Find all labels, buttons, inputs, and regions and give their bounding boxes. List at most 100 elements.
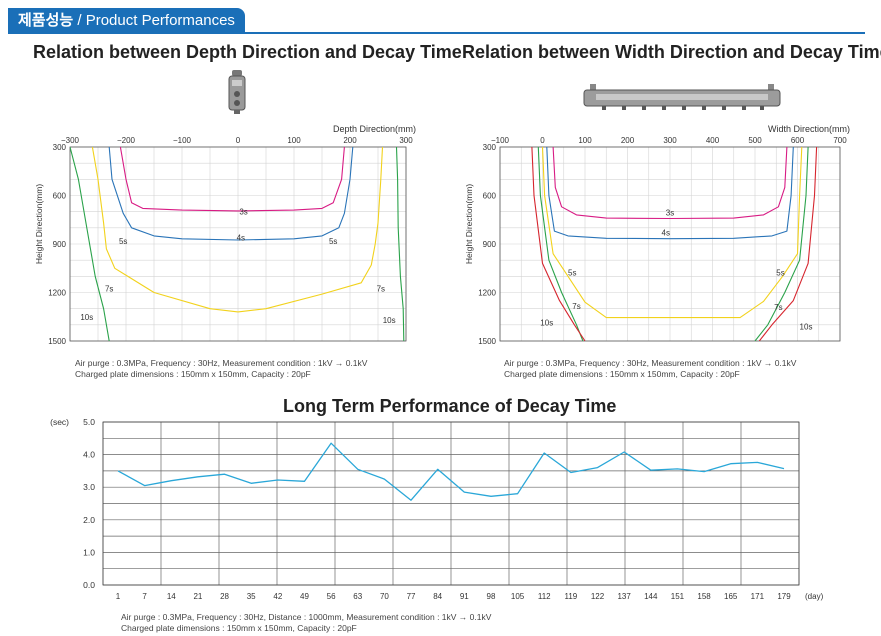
longterm-y-tick-label: 5.0 — [83, 417, 95, 427]
width-x-tick-label: 100 — [578, 136, 592, 145]
width-series-group — [531, 147, 818, 341]
depth-contour-label: 10s — [383, 316, 396, 325]
width-contour-label: 7s — [774, 303, 782, 312]
longterm-note-line: Air purge : 0.3MPa, Frequency : 30Hz, Di… — [121, 612, 492, 622]
longterm-x-tick-label: 70 — [380, 592, 389, 601]
longterm-x-tick-label: 63 — [353, 592, 362, 601]
width-y-axis-label: Height Direction(mm) — [464, 184, 474, 264]
width-x-tick-label: 300 — [663, 136, 677, 145]
width-contour-label: 10s — [800, 322, 813, 331]
longterm-x-tick-label: 144 — [644, 592, 658, 601]
width-contour-label: 5s — [776, 268, 784, 277]
longterm-x-tick-label: 14 — [167, 592, 176, 601]
depth-y-tick-label: 1500 — [48, 337, 66, 346]
depth-note: Air purge : 0.3MPa, Frequency : 30Hz, Me… — [75, 358, 367, 380]
depth-chart-title: Relation between Depth Direction and Dec… — [33, 42, 462, 62]
section-title-ko: 제품성능 — [18, 12, 74, 29]
longterm-x-tick-label: 151 — [671, 592, 685, 601]
width-contour-label: 10s — [540, 318, 553, 327]
longterm-x-tick-label: 122 — [591, 592, 605, 601]
longterm-y-tick-label: 1.0 — [83, 547, 95, 557]
depth-y-tick-label: 300 — [53, 143, 67, 152]
width-series-line-10s — [531, 147, 586, 341]
longterm-x-tick-label: 105 — [511, 592, 525, 601]
width-x-tick-label: 600 — [791, 136, 805, 145]
longterm-x-tick-label: 1 — [116, 592, 121, 601]
width-x-axis-label: Width Direction(mm) — [768, 124, 850, 134]
width-chart-title: Relation between Width Direction and Dec… — [462, 42, 881, 62]
longterm-x-tick-label: 158 — [697, 592, 711, 601]
longterm-x-tick-label: 165 — [724, 592, 738, 601]
longterm-x-tick-label: 112 — [538, 592, 551, 601]
depth-series-line-3s — [119, 147, 345, 212]
width-note: Air purge : 0.3MPa, Frequency : 30Hz, Me… — [504, 358, 796, 380]
longterm-y-tick-label: 3.0 — [83, 482, 95, 492]
depth-contour-label: 7s — [105, 284, 113, 293]
depth-contour-label: 5s — [119, 237, 127, 246]
depth-y-tick-label: 1200 — [48, 289, 66, 298]
longterm-y-axis-label: (sec) — [50, 417, 69, 427]
longterm-x-tick-label: 171 — [751, 592, 765, 601]
depth-series-line-4s — [108, 147, 354, 241]
longterm-plot-border — [102, 421, 800, 586]
depth-x-axis-label: Depth Direction(mm) — [333, 124, 416, 134]
depth-x-tick-label: −300 — [61, 136, 80, 145]
longterm-x-tick-label: 137 — [617, 592, 631, 601]
depth-x-tick-label: 100 — [287, 136, 301, 145]
depth-contour-label: 7s — [377, 284, 385, 293]
width-y-tick-label: 600 — [483, 192, 497, 201]
width-y-tick-label: 1500 — [478, 337, 496, 346]
longterm-note: Air purge : 0.3MPa, Frequency : 30Hz, Di… — [121, 612, 491, 634]
width-x-tick-label: 200 — [621, 136, 635, 145]
depth-series-line-5s — [91, 147, 384, 313]
width-contour-label: 3s — [666, 208, 674, 217]
longterm-x-tick-label: 28 — [220, 592, 229, 601]
longterm-x-tick-label: 98 — [487, 592, 496, 601]
width-ionizer-bar-image — [583, 84, 781, 110]
width-x-tick-label: 500 — [748, 136, 762, 145]
width-series-line-7s — [537, 147, 584, 341]
longterm-x-tick-label: 84 — [433, 592, 442, 601]
depth-note-line: Air purge : 0.3MPa, Frequency : 30Hz, Me… — [75, 358, 368, 368]
width-x-tick-label: 0 — [540, 136, 545, 145]
width-x-tick-label: 400 — [706, 136, 720, 145]
longterm-x-tick-label: 21 — [193, 592, 202, 601]
longterm-x-tick-label: 42 — [273, 592, 282, 601]
longterm-series-line — [117, 442, 785, 501]
width-y-tick-label: 1200 — [478, 289, 496, 298]
depth-y-tick-label: 900 — [53, 240, 67, 249]
depth-contour-label: 10s — [80, 313, 93, 322]
width-note-line: Charged plate dimensions : 150mm x 150mm… — [504, 369, 740, 379]
width-plot-border — [499, 146, 841, 342]
depth-y-tick-label: 600 — [53, 192, 67, 201]
depth-x-tick-label: −100 — [173, 136, 192, 145]
width-series-line-5s — [541, 147, 803, 319]
depth-x-tick-label: 0 — [236, 136, 241, 145]
longterm-x-axis-label: (day) — [805, 592, 824, 601]
depth-ionizer-image — [228, 70, 246, 114]
depth-x-tick-label: −200 — [117, 136, 136, 145]
section-title-en: / Product Performances — [73, 12, 235, 29]
longterm-x-tick-label: 119 — [564, 592, 577, 601]
width-series-line-4s — [546, 147, 794, 240]
depth-contour-label: 5s — [329, 237, 337, 246]
width-series-line-10s — [758, 147, 818, 341]
depth-series-line-7s — [395, 147, 405, 341]
longterm-x-tick-label: 91 — [460, 592, 469, 601]
header-underline — [8, 32, 865, 34]
depth-plot-border — [69, 146, 407, 342]
longterm-chart-title: Long Term Performance of Decay Time — [283, 396, 617, 416]
longterm-x-tick-label: 35 — [247, 592, 256, 601]
depth-x-tick-label: 300 — [399, 136, 413, 145]
width-y-tick-label: 900 — [483, 240, 497, 249]
longterm-x-tick-label: 56 — [327, 592, 336, 601]
longterm-y-tick-label: 0.0 — [83, 580, 95, 590]
depth-x-tick-label: 200 — [343, 136, 357, 145]
depth-y-axis-label: Height Direction(mm) — [34, 184, 44, 264]
width-contour-label: 5s — [568, 268, 576, 277]
page-header: 제품성능 / Product Performances — [8, 8, 865, 34]
width-y-tick-label: 300 — [483, 143, 497, 152]
